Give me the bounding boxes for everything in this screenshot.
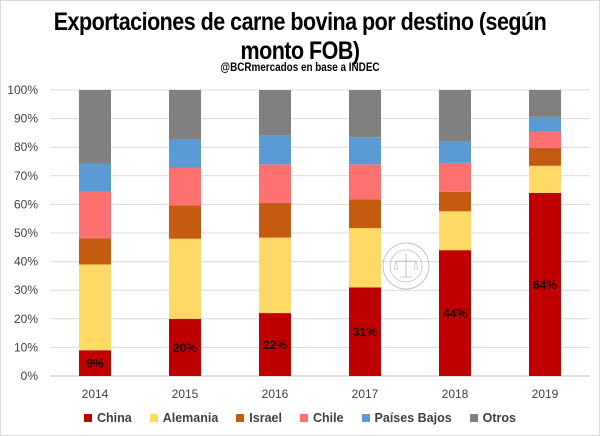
bar-segment-china-2015 <box>169 318 201 376</box>
legend-item-chile: Chile <box>299 411 344 425</box>
legend-label: Países Bajos <box>374 411 452 425</box>
x-tick-label-2018: 2018 <box>442 387 469 401</box>
data-label-2014: 9% <box>86 357 104 371</box>
legend-swatch-icon <box>149 414 158 422</box>
bar-segment-chile-2016 <box>259 164 291 203</box>
x-tick-label-2017: 2017 <box>352 387 379 401</box>
bar-segment-israel-2018 <box>439 191 471 212</box>
chart-title: Exportaciones de carne bovina por destin… <box>42 8 558 66</box>
bars <box>79 90 561 376</box>
bar-segment-alemania-2016 <box>259 237 291 314</box>
bar-segment-china-2018 <box>439 250 471 376</box>
bar-segment-china-2014 <box>79 350 111 376</box>
legend-item-paises-bajos: Países Bajos <box>361 411 452 425</box>
bar-segment-chile-2017 <box>349 164 381 200</box>
bolsa-comercio-rosario-seal-icon <box>382 242 430 290</box>
data-label-2016: 22% <box>263 338 287 352</box>
bar-segment-paises-bajos-2016 <box>259 135 291 165</box>
bar-segment-israel-2016 <box>259 202 291 238</box>
y-tick-label: 60% <box>14 197 38 211</box>
legend-item-israel: Israel <box>236 411 282 425</box>
bar-segment-israel-2017 <box>349 199 381 229</box>
gridlines <box>50 89 590 377</box>
bar-segment-alemania-2018 <box>439 211 471 251</box>
bar-segment-paises-bajos-2019 <box>529 116 561 132</box>
legend-item-otros: Otros <box>469 411 517 425</box>
bar-segment-alemania-2017 <box>349 228 381 288</box>
legend: China Alemania Israel Chile Países Bajos Otro… <box>0 411 600 425</box>
y-tick-label: 100% <box>7 83 38 97</box>
data-label-2015: 20% <box>173 341 197 355</box>
data-label-2017: 31% <box>353 325 377 339</box>
legend-label: Otros <box>482 411 517 425</box>
chart-subtitle: @BCRmercados en base a INDEC <box>220 62 380 74</box>
bar-segment-otros-2016 <box>259 90 291 136</box>
bar-segment-paises-bajos-2014 <box>79 163 111 192</box>
chart-title-line-2: monto FOB) <box>240 37 360 65</box>
y-tick-label: 90% <box>14 112 38 126</box>
bar-segment-otros-2015 <box>169 90 201 140</box>
x-axis-ticks: 2014 2015 2016 2017 2018 2019 <box>82 387 559 401</box>
legend-item-china: China <box>83 411 132 425</box>
y-tick-label: 0% <box>21 369 39 383</box>
bar-segment-paises-bajos-2017 <box>349 137 381 165</box>
data-label-2018: 44% <box>443 307 467 321</box>
y-tick-label: 20% <box>14 312 38 326</box>
data-label-2019: 64% <box>533 278 557 292</box>
y-tick-label: 70% <box>14 169 38 183</box>
y-tick-label: 80% <box>14 140 38 154</box>
legend-item-alemania: Alemania <box>149 411 219 425</box>
bar-segment-china-2016 <box>259 313 291 376</box>
y-tick-label: 50% <box>14 226 38 240</box>
bar-segment-alemania-2014 <box>79 264 111 351</box>
bar-segment-otros-2017 <box>349 90 381 138</box>
bar-segment-otros-2019 <box>529 90 561 117</box>
bar-segment-chile-2019 <box>529 131 561 149</box>
bar-segment-alemania-2019 <box>529 165 561 193</box>
bar-segment-china-2019 <box>529 192 561 376</box>
legend-label: Chile <box>312 411 344 425</box>
y-tick-label: 10% <box>14 340 38 354</box>
data-labels: 9% 20% 22% 31% 44% 64% <box>86 278 557 371</box>
legend-label: Alemania <box>162 411 219 425</box>
bar-segment-israel-2019 <box>529 148 561 166</box>
bar-segment-chile-2018 <box>439 162 471 192</box>
x-tick-label-2019: 2019 <box>532 387 559 401</box>
x-tick-label-2015: 2015 <box>172 387 199 401</box>
legend-label: China <box>96 411 132 425</box>
x-tick-label-2016: 2016 <box>262 387 289 401</box>
legend-swatch-icon <box>236 414 245 422</box>
legend-swatch-icon <box>361 414 370 422</box>
chart-title-line-1: Exportaciones de carne bovina por destin… <box>53 8 547 36</box>
legend-swatch-icon <box>299 414 308 422</box>
bar-segment-israel-2015 <box>169 205 201 239</box>
bar-segment-israel-2014 <box>79 238 111 265</box>
bar-segment-otros-2014 <box>79 90 111 164</box>
bar-segment-chile-2014 <box>79 191 111 239</box>
legend-swatch-icon <box>83 414 92 422</box>
bar-segment-paises-bajos-2018 <box>439 141 471 163</box>
y-axis-ticks: 0% 10% 20% 30% 40% 50% 60% 70% 80% 90% 100% <box>7 83 38 383</box>
legend-label: Israel <box>249 411 282 425</box>
legend-swatch-icon <box>469 414 478 422</box>
bar-segment-otros-2018 <box>439 90 471 142</box>
y-tick-label: 40% <box>14 255 38 269</box>
x-tick-label-2014: 2014 <box>82 387 109 401</box>
bar-segment-china-2017 <box>349 287 381 376</box>
bar-segment-alemania-2015 <box>169 238 201 319</box>
bar-segment-paises-bajos-2015 <box>169 139 201 168</box>
y-tick-label: 30% <box>14 283 38 297</box>
bar-segment-chile-2015 <box>169 167 201 206</box>
